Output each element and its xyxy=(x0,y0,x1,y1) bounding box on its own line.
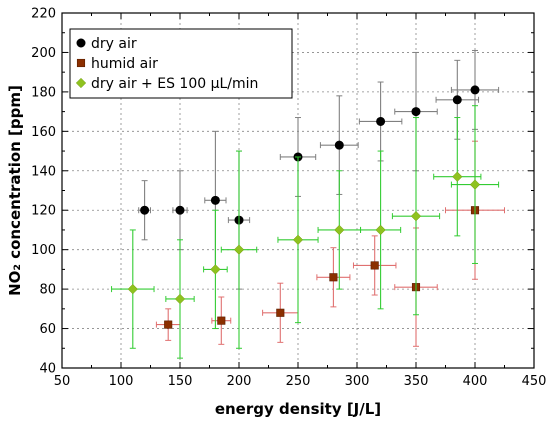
x-tick-label: 200 xyxy=(227,374,252,389)
data-point-circle xyxy=(411,107,421,117)
data-series xyxy=(111,49,505,359)
data-point-circle xyxy=(334,140,344,150)
y-tick-label: 120 xyxy=(31,204,56,219)
legend-marker-square xyxy=(76,58,86,68)
data-point-circle xyxy=(175,205,185,215)
plot-frame xyxy=(61,12,535,369)
data-point-square xyxy=(217,316,226,325)
legend-box xyxy=(69,28,293,99)
data-point-circle xyxy=(210,195,220,205)
legend: dry air humid air dry air + ES 100 µL/min xyxy=(69,28,293,99)
y-tick-label: 220 xyxy=(31,7,56,22)
data-point-circle xyxy=(376,116,386,126)
x-tick-label: 300 xyxy=(345,374,370,389)
x-tick-label: 400 xyxy=(463,374,488,389)
legend-label: dry air + ES 100 µL/min xyxy=(91,76,258,92)
x-tick-label: 450 xyxy=(522,374,547,389)
axis-ticks: 50 100 150 200 250 300 350 400 450 40 60 80 100 120 14… xyxy=(31,7,546,390)
data-point-circle xyxy=(470,85,480,95)
legend-label: dry air xyxy=(91,36,137,52)
y-tick-label: 40 xyxy=(39,362,56,377)
y-tick-label: 140 xyxy=(31,164,56,179)
y-axis-title: NO₂ concentration [ppm] xyxy=(6,85,24,296)
data-point-circle xyxy=(140,205,150,215)
data-point-diamond xyxy=(410,210,422,222)
data-point-diamond xyxy=(375,224,386,236)
data-point-diamond xyxy=(292,234,304,245)
legend-marker-diamond xyxy=(75,77,87,89)
data-point-diamond xyxy=(174,293,186,305)
y-tick-label: 60 xyxy=(39,322,56,337)
legend-marker-circle xyxy=(76,38,86,48)
data-point-diamond xyxy=(334,224,345,236)
data-point-diamond xyxy=(233,244,245,255)
y-tick-label: 180 xyxy=(31,85,56,100)
series-square xyxy=(155,140,505,347)
y-tick-label: 160 xyxy=(31,125,56,140)
x-tick-label: 150 xyxy=(168,374,193,389)
y-tick-label: 100 xyxy=(31,243,56,258)
series-diamond xyxy=(111,105,500,359)
legend-label: humid air xyxy=(91,56,158,72)
data-point-square xyxy=(164,320,173,329)
x-tick-label: 350 xyxy=(404,374,429,389)
x-tick-label: 50 xyxy=(54,374,71,389)
y-tick-label: 200 xyxy=(31,46,56,61)
data-point-circle xyxy=(452,95,462,105)
x-tick-label: 100 xyxy=(109,374,134,389)
x-axis-title: energy density [J/L] xyxy=(215,400,381,418)
data-point-diamond xyxy=(210,264,221,275)
y-tick-label: 80 xyxy=(39,283,56,298)
data-point-square xyxy=(276,308,285,317)
data-point-diamond xyxy=(127,283,138,295)
data-point-square xyxy=(370,261,379,270)
data-point-square xyxy=(329,273,338,282)
data-point-diamond xyxy=(452,171,463,182)
data-point-diamond xyxy=(469,179,481,190)
x-tick-label: 250 xyxy=(286,374,311,389)
